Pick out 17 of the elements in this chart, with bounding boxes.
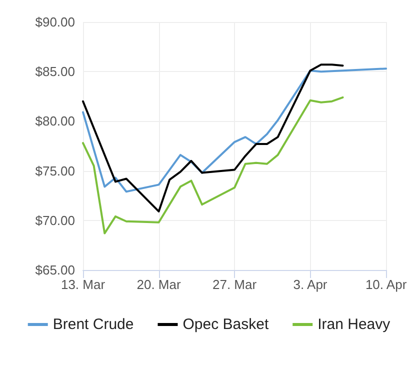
y-tick-label: $80.00	[35, 114, 75, 129]
x-tick-label: 27. Mar	[212, 277, 258, 292]
legend-label: Opec Basket	[182, 316, 270, 333]
legend-label: Brent Crude	[52, 316, 134, 333]
x-tick-label: 20. Mar	[136, 277, 182, 292]
y-tick-label: $90.00	[35, 14, 75, 30]
x-tick-label: 13. Mar	[60, 277, 106, 292]
x-tick-label: 3. Apr	[293, 277, 328, 292]
x-tick-label: 10. Apr	[365, 277, 408, 292]
line-series	[82, 96, 344, 234]
y-tick-label: $70.00	[35, 212, 75, 228]
y-tick-label: $75.00	[35, 163, 75, 178]
legend-label: Iran Heavy	[318, 316, 391, 333]
y-tick-label: $65.00	[35, 262, 75, 278]
line-series	[82, 68, 388, 193]
line-series	[82, 64, 344, 212]
y-tick-label: $85.00	[35, 64, 75, 80]
